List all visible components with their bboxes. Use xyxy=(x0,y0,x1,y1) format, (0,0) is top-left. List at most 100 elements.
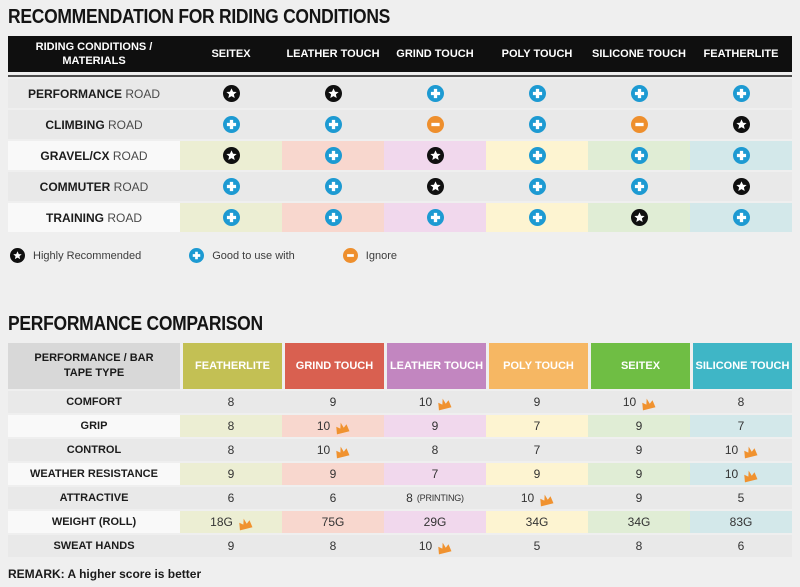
performance-row: COMFORT 8 9 10 9 10 8 xyxy=(8,391,792,413)
good-to-use-icon xyxy=(528,116,546,133)
score-value: 8 xyxy=(635,539,643,553)
good-to-use-icon xyxy=(528,147,546,164)
score-value: 8 xyxy=(227,395,235,409)
performance-row: ATTRACTIVE 6 6 8 (PRINTING) 10 9 5 xyxy=(8,487,792,509)
rating-cell xyxy=(588,172,690,201)
legend-item: Good to use with xyxy=(189,248,295,263)
riding-condition-row: PERFORMANCE ROAD xyxy=(8,79,792,108)
score-value: 9 xyxy=(227,467,235,481)
crown-icon xyxy=(540,494,554,507)
good-to-use-icon xyxy=(732,147,750,164)
rating-cell xyxy=(690,141,792,170)
row-label: PERFORMANCE ROAD xyxy=(27,86,161,101)
good-to-use-icon xyxy=(630,178,648,195)
highly-recommended-icon xyxy=(426,178,444,195)
score-cell: 10 xyxy=(384,535,486,557)
score-cell: 34G xyxy=(486,511,588,533)
column-header: FEATHERLITE xyxy=(180,343,282,389)
rating-cell xyxy=(180,172,282,201)
score-value: 9 xyxy=(635,419,643,433)
rating-cell xyxy=(384,172,486,201)
score-cell: 5 xyxy=(690,487,792,509)
score-cell: 6 xyxy=(282,487,384,509)
row-label: GRAVEL/CX ROAD xyxy=(8,141,180,170)
score-cell: 9 xyxy=(384,415,486,437)
rating-cell xyxy=(180,110,282,139)
riding-condition-row: CLIMBING ROAD xyxy=(8,110,792,139)
good-to-use-icon xyxy=(426,209,444,226)
performance-body: COMFORT 8 9 10 9 10 8 GRIP 8 10 9 7 9 7 CONTROL 8 10 8 7 9 1… xyxy=(8,391,792,557)
column-header: SEITEX xyxy=(588,343,690,389)
score-value: 9 xyxy=(635,443,643,457)
column-header: GRIND TOUCH xyxy=(396,48,474,60)
score-value: 8 xyxy=(227,419,235,433)
row-label: CLIMBING ROAD xyxy=(45,117,143,132)
score-value: 8 xyxy=(227,443,235,457)
score-cell: 34G xyxy=(588,511,690,533)
score-cell: 9 xyxy=(588,487,690,509)
rating-cell xyxy=(384,203,486,232)
good-to-use-icon xyxy=(630,85,648,102)
score-value: 34G xyxy=(525,515,549,529)
crown-icon xyxy=(336,446,350,459)
good-to-use-icon xyxy=(528,85,546,102)
highly-recommended-icon xyxy=(222,147,240,164)
score-cell: 8 xyxy=(180,391,282,413)
highly-recommended-icon xyxy=(10,248,25,263)
riding-conditions-table: RIDING CONDITIONS / MATERIALS SEITEX LEAT… xyxy=(8,36,792,232)
good-to-use-icon xyxy=(222,178,240,195)
good-to-use-icon xyxy=(732,209,750,226)
performance-row: CONTROL 8 10 8 7 9 10 xyxy=(8,439,792,461)
score-cell: 9 xyxy=(588,415,690,437)
score-cell: 6 xyxy=(180,487,282,509)
rating-cell xyxy=(282,110,384,139)
riding-conditions-header-row: RIDING CONDITIONS / MATERIALS SEITEX LEAT… xyxy=(8,36,792,72)
score-value: 10 xyxy=(418,395,433,409)
performance-table: PERFORMANCE / BAR TAPE TYPE FEATHERLITE G… xyxy=(8,343,792,557)
good-to-use-icon xyxy=(324,116,342,133)
score-value: 9 xyxy=(533,467,541,481)
riding-conditions-body: PERFORMANCE ROAD CLIMBING ROAD GRAVEL/CX R… xyxy=(8,79,792,232)
row-label: GRIP xyxy=(8,415,180,437)
rating-cell xyxy=(180,203,282,232)
riding-conditions-title: RECOMMENDATION FOR RIDING CONDITIONS xyxy=(8,6,391,29)
ignore-icon xyxy=(342,248,358,263)
good-to-use-icon xyxy=(426,85,444,102)
score-cell: 9 xyxy=(588,439,690,461)
score-cell: 8 xyxy=(180,439,282,461)
highly-recommended-icon xyxy=(630,209,648,226)
performance-row: WEATHER RESISTANCE 9 9 7 9 9 10 xyxy=(8,463,792,485)
ignore-icon xyxy=(630,116,648,133)
score-cell: 9 xyxy=(486,463,588,485)
score-value: 8 xyxy=(737,395,745,409)
score-value: 10 xyxy=(316,443,331,457)
column-header: POLY TOUCH xyxy=(501,48,573,60)
score-value: 9 xyxy=(227,539,235,553)
highly-recommended-icon xyxy=(324,85,342,102)
highly-recommended-icon xyxy=(222,85,240,102)
score-value: 5 xyxy=(533,539,541,553)
score-cell: 10 xyxy=(384,391,486,413)
rating-cell xyxy=(690,172,792,201)
good-to-use-icon xyxy=(732,85,750,102)
legend: Highly Recommended Good to use with Ignore xyxy=(10,248,792,263)
score-cell: 9 xyxy=(588,463,690,485)
column-header: FEATHERLITE xyxy=(703,48,779,60)
performance-comparison-title: PERFORMANCE COMPARISON xyxy=(8,313,263,336)
rating-cell xyxy=(486,172,588,201)
column-header: LEATHER TOUCH xyxy=(286,48,380,60)
score-value: 10 xyxy=(316,419,331,433)
row-label: WEATHER RESISTANCE xyxy=(8,463,180,485)
score-cell: 6 xyxy=(690,535,792,557)
rating-cell xyxy=(486,110,588,139)
score-value: 9 xyxy=(635,491,643,505)
rating-cell xyxy=(180,141,282,170)
score-cell: 9 xyxy=(180,535,282,557)
rating-cell xyxy=(384,79,486,108)
score-value: 8 xyxy=(431,443,439,457)
score-value: 7 xyxy=(533,443,541,457)
score-cell: 9 xyxy=(282,463,384,485)
score-value: 10 xyxy=(418,539,433,553)
